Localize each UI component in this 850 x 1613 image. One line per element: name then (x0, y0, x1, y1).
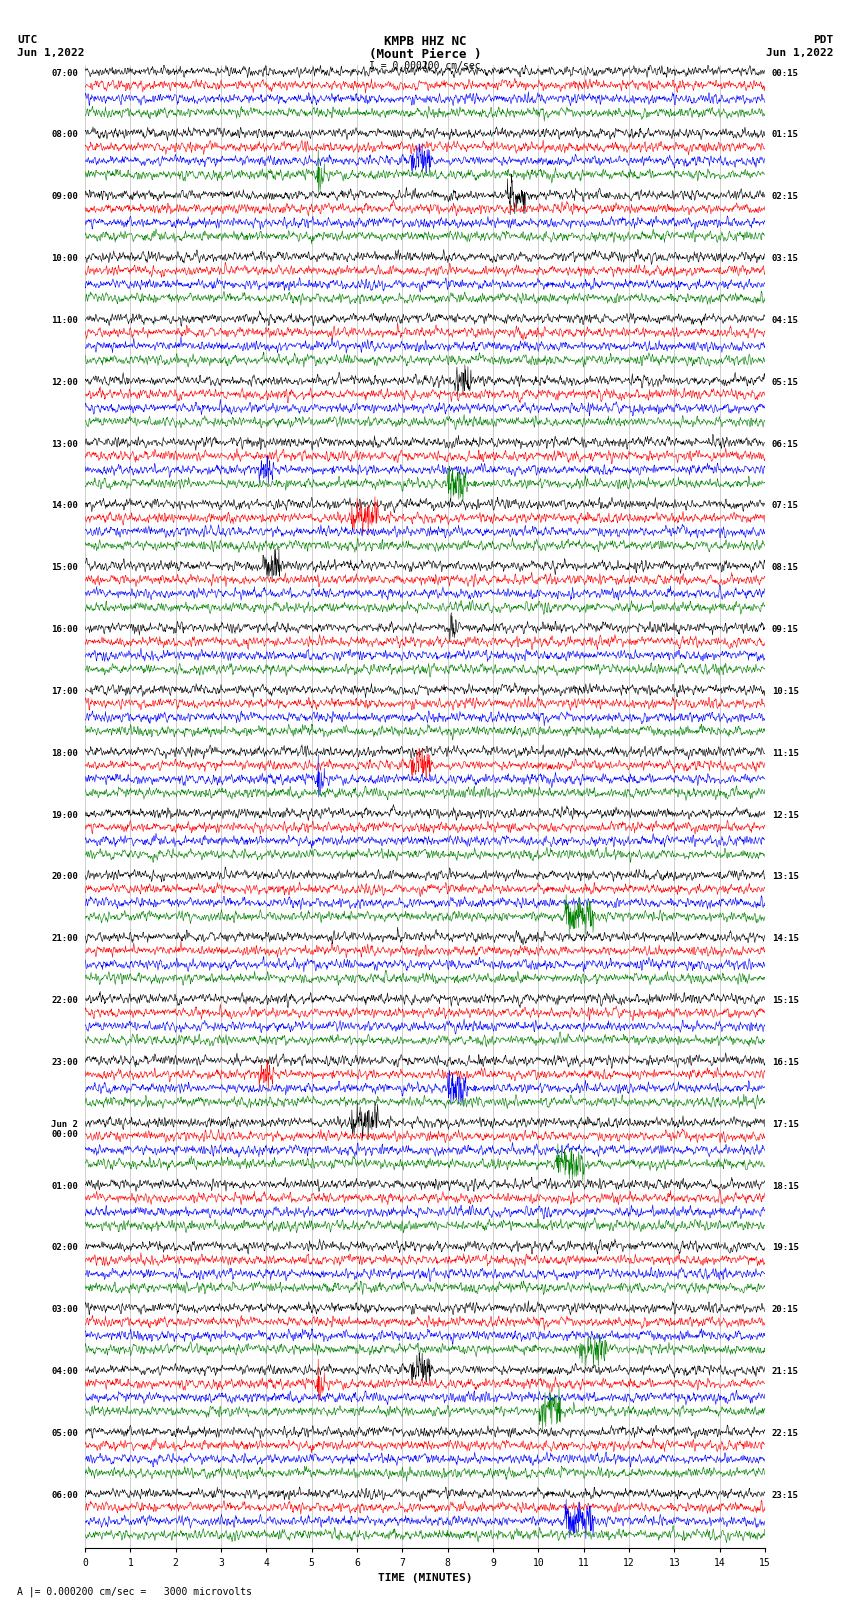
Text: Jun 2
00:00: Jun 2 00:00 (51, 1119, 78, 1139)
Text: 07:00: 07:00 (51, 69, 78, 77)
Text: 14:00: 14:00 (51, 502, 78, 510)
Text: 02:00: 02:00 (51, 1244, 78, 1252)
Text: 07:15: 07:15 (772, 502, 799, 510)
Text: 22:00: 22:00 (51, 997, 78, 1005)
Text: 06:15: 06:15 (772, 440, 799, 448)
Text: 11:15: 11:15 (772, 748, 799, 758)
Text: 02:15: 02:15 (772, 192, 799, 202)
Text: 15:15: 15:15 (772, 997, 799, 1005)
Text: 00:15: 00:15 (772, 69, 799, 77)
Text: 19:15: 19:15 (772, 1244, 799, 1252)
Text: 12:15: 12:15 (772, 811, 799, 819)
Text: 10:00: 10:00 (51, 255, 78, 263)
Text: KMPB HHZ NC: KMPB HHZ NC (383, 35, 467, 48)
Text: 08:00: 08:00 (51, 131, 78, 139)
Text: 13:15: 13:15 (772, 873, 799, 881)
Text: 20:15: 20:15 (772, 1305, 799, 1315)
Text: 03:00: 03:00 (51, 1305, 78, 1315)
Text: 15:00: 15:00 (51, 563, 78, 573)
Text: 19:00: 19:00 (51, 811, 78, 819)
Text: A |= 0.000200 cm/sec =   3000 microvolts: A |= 0.000200 cm/sec = 3000 microvolts (17, 1586, 252, 1597)
Text: 08:15: 08:15 (772, 563, 799, 573)
Text: 01:15: 01:15 (772, 131, 799, 139)
Text: 17:00: 17:00 (51, 687, 78, 695)
Text: 10:15: 10:15 (772, 687, 799, 695)
Text: 09:15: 09:15 (772, 626, 799, 634)
Text: Jun 1,2022: Jun 1,2022 (766, 48, 833, 58)
Text: UTC: UTC (17, 35, 37, 45)
Text: 12:00: 12:00 (51, 377, 78, 387)
Text: 20:00: 20:00 (51, 873, 78, 881)
Text: 01:00: 01:00 (51, 1182, 78, 1190)
Text: 06:00: 06:00 (51, 1490, 78, 1500)
Text: 16:00: 16:00 (51, 626, 78, 634)
Text: 23:15: 23:15 (772, 1490, 799, 1500)
Text: 16:15: 16:15 (772, 1058, 799, 1066)
Text: I = 0.000200 cm/sec: I = 0.000200 cm/sec (369, 61, 481, 71)
Text: 05:00: 05:00 (51, 1429, 78, 1437)
Text: 17:15: 17:15 (772, 1119, 799, 1129)
Text: 22:15: 22:15 (772, 1429, 799, 1437)
Text: 05:15: 05:15 (772, 377, 799, 387)
Text: 13:00: 13:00 (51, 440, 78, 448)
Text: 14:15: 14:15 (772, 934, 799, 944)
Text: 21:15: 21:15 (772, 1368, 799, 1376)
Text: (Mount Pierce ): (Mount Pierce ) (369, 48, 481, 61)
Text: Jun 1,2022: Jun 1,2022 (17, 48, 84, 58)
Text: 04:15: 04:15 (772, 316, 799, 324)
Text: 09:00: 09:00 (51, 192, 78, 202)
Text: 04:00: 04:00 (51, 1368, 78, 1376)
Text: 21:00: 21:00 (51, 934, 78, 944)
Text: 18:00: 18:00 (51, 748, 78, 758)
Text: 11:00: 11:00 (51, 316, 78, 324)
Text: 18:15: 18:15 (772, 1182, 799, 1190)
Text: 03:15: 03:15 (772, 255, 799, 263)
Text: PDT: PDT (813, 35, 833, 45)
Text: 23:00: 23:00 (51, 1058, 78, 1066)
X-axis label: TIME (MINUTES): TIME (MINUTES) (377, 1573, 473, 1582)
